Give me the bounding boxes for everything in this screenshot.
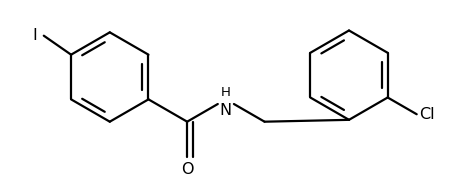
Text: H: H: [221, 86, 231, 99]
Text: I: I: [32, 28, 37, 43]
Text: N: N: [220, 103, 232, 118]
Text: O: O: [181, 162, 194, 177]
Text: Cl: Cl: [419, 107, 435, 122]
